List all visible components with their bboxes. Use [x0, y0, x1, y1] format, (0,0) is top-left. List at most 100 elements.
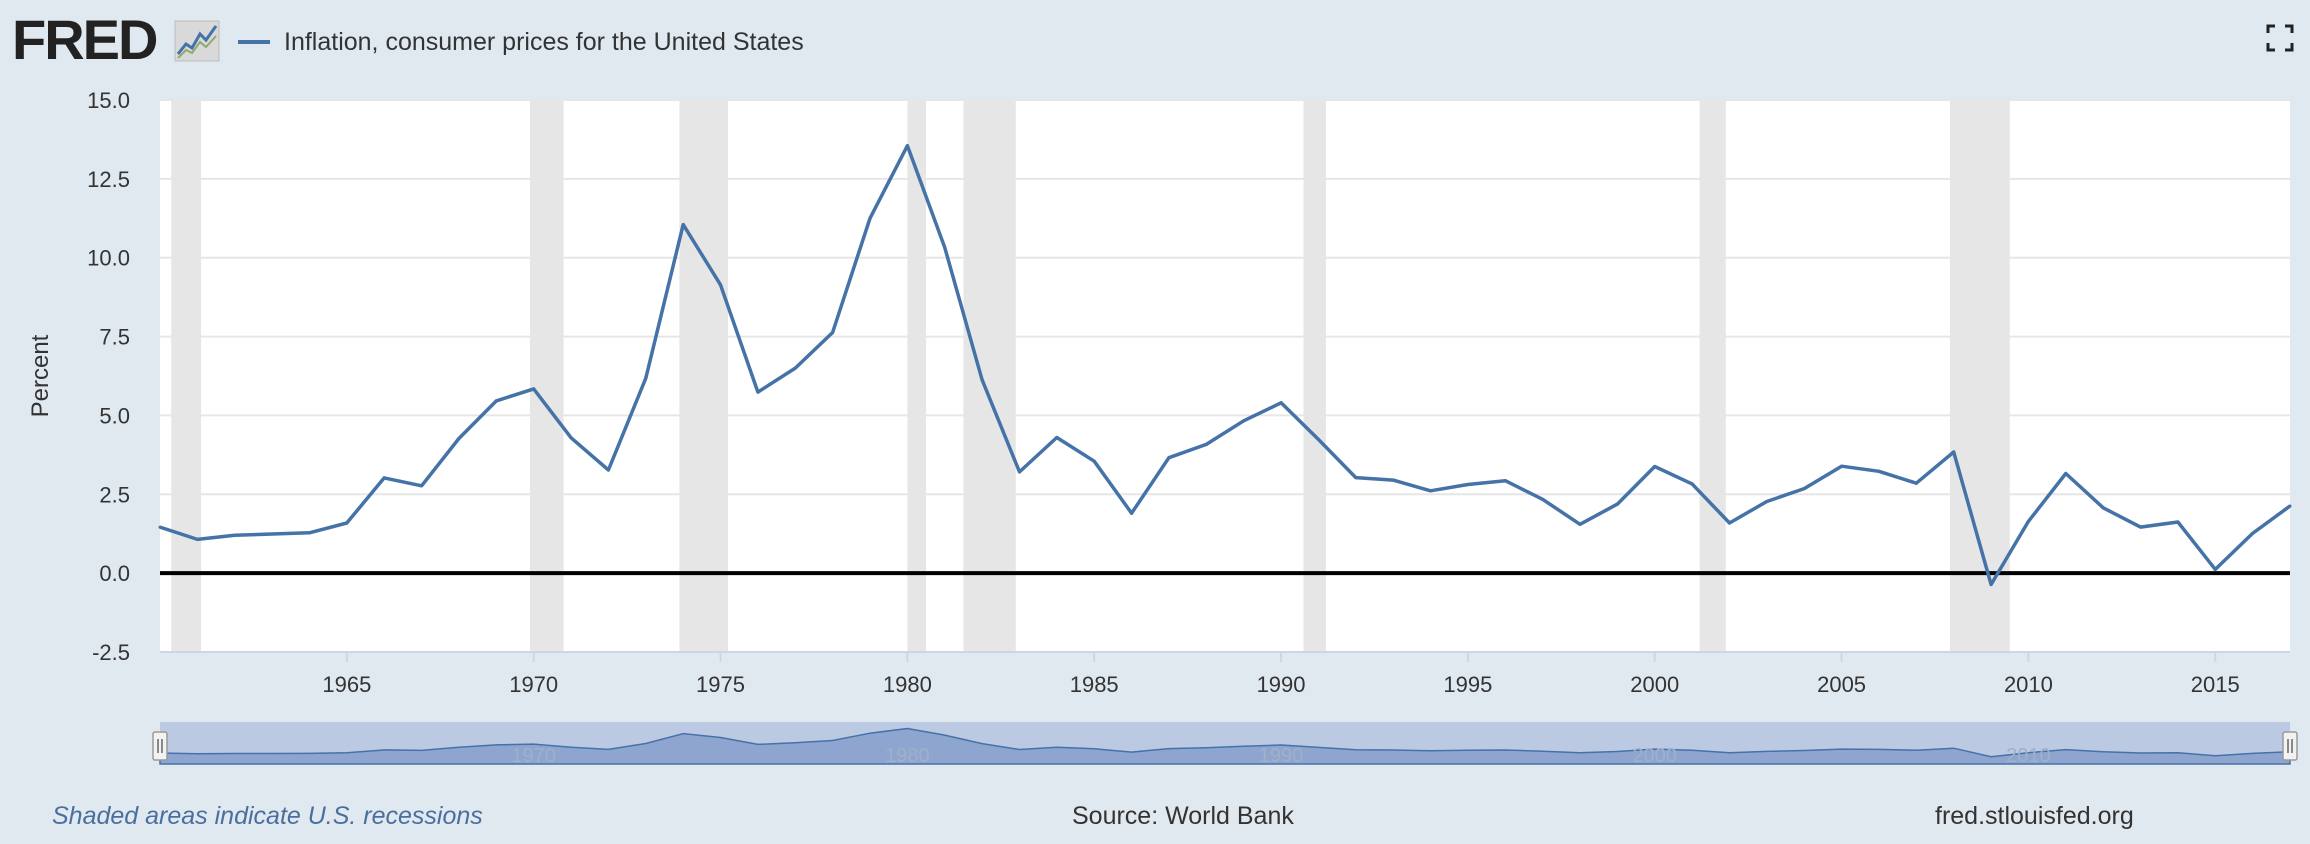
fred-logo[interactable]: FRED: [12, 8, 158, 71]
recession-band: [529, 100, 564, 652]
x-tick-label: 1975: [696, 672, 745, 697]
data-point: [1914, 481, 1918, 485]
recession-note: Shaded areas indicate U.S. recessions: [52, 802, 483, 830]
data-point: [793, 366, 797, 370]
plot-background: [160, 100, 2290, 652]
data-point: [719, 283, 723, 287]
y-tick-label: -2.5: [92, 640, 130, 665]
navigator-area: [159, 727, 2291, 765]
data-point: [532, 387, 536, 391]
data-point: [1541, 497, 1545, 501]
data-point: [1316, 437, 1320, 441]
navigator-handle-left[interactable]: [152, 731, 168, 761]
data-point: [2064, 471, 2068, 475]
data-point: [2176, 520, 2180, 524]
data-point: [1279, 401, 1283, 405]
data-point: [980, 378, 984, 382]
data-point: [943, 245, 947, 249]
data-point: [1765, 500, 1769, 504]
y-tick-label: 7.5: [99, 325, 130, 350]
data-point: [1055, 436, 1059, 440]
data-point: [905, 144, 909, 148]
data-point: [1429, 489, 1433, 493]
data-point: [2101, 506, 2105, 510]
data-point: [1802, 487, 1806, 491]
legend-swatch: [238, 40, 270, 44]
data-point: [2251, 531, 2255, 535]
y-tick-label: 2.5: [99, 482, 130, 507]
data-point: [1578, 522, 1582, 526]
recession-band: [963, 100, 1016, 652]
recession-band: [1949, 100, 2010, 652]
data-point: [606, 468, 610, 472]
site-link[interactable]: fred.stlouisfed.org: [1935, 802, 2134, 830]
data-point: [1167, 456, 1171, 460]
x-tick-label: 2010: [2004, 672, 2053, 697]
y-tick-label: 0.0: [99, 561, 130, 586]
x-tick-label: 2015: [2191, 672, 2240, 697]
data-point: [1690, 482, 1694, 486]
data-point: [831, 330, 835, 334]
data-point: [1092, 459, 1096, 463]
chart-header: FRED Inflation, consumer prices for the …: [0, 0, 2310, 80]
x-tick-label: 1970: [509, 672, 558, 697]
navigator-ticks: 1970 1980 1990 2000 2010: [511, 745, 2050, 767]
data-point: [1391, 478, 1395, 482]
data-point: [868, 216, 872, 220]
navigator-tick-label: 2000: [1632, 745, 1677, 767]
legend-label: Inflation, consumer prices for the Unite…: [284, 27, 804, 56]
navigator[interactable]: 1970 1980 1990 2000 2010: [152, 722, 2298, 767]
data-point: [1877, 469, 1881, 473]
data-point: [1130, 511, 1134, 515]
data-point: [494, 399, 498, 403]
recession-band: [171, 100, 202, 652]
recession-band: [1699, 100, 1726, 652]
data-point: [1727, 521, 1731, 525]
data-point: [1989, 582, 1993, 586]
data-point: [2139, 525, 2143, 529]
fullscreen-icon[interactable]: [2266, 24, 2294, 52]
x-tick-label: 1980: [883, 672, 932, 697]
data-point: [457, 436, 461, 440]
y-tick-label: 10.0: [87, 246, 130, 271]
x-tick-label: 2000: [1630, 672, 1679, 697]
recession-band: [1303, 100, 1326, 652]
x-axis-ticks: 1965 1970 1975 1980 1985 1990 1995 2000 2005 2010…: [322, 652, 2240, 697]
data-point: [420, 484, 424, 488]
data-point: [1354, 476, 1358, 480]
navigator-tick-label: 1980: [885, 745, 930, 767]
x-tick-label: 1990: [1257, 672, 1306, 697]
y-tick-label: 12.5: [87, 167, 130, 192]
data-point: [270, 532, 274, 536]
data-point: [382, 476, 386, 480]
y-axis-title: Percent: [27, 334, 54, 417]
data-point: [756, 390, 760, 394]
data-point: [1653, 465, 1657, 469]
data-point: [644, 376, 648, 380]
x-tick-label: 1965: [322, 672, 371, 697]
data-point: [1952, 450, 1956, 454]
data-point: [1503, 479, 1507, 483]
data-point: [1017, 470, 1021, 474]
y-tick-label: 5.0: [99, 403, 130, 428]
fred-chart-logo-icon: [174, 20, 220, 62]
recession-band: [679, 100, 728, 652]
data-point: [1466, 483, 1470, 487]
navigator-tick-label: 1970: [511, 745, 556, 767]
data-point: [195, 537, 199, 541]
data-point: [158, 525, 162, 529]
recession-shading: [171, 100, 2010, 652]
series-line: [159, 143, 2292, 587]
data-point: [1615, 502, 1619, 506]
navigator-tick-label: 2010: [2006, 745, 2051, 767]
navigator-tick-label: 1990: [1259, 745, 1304, 767]
navigator-handle-right[interactable]: [2282, 731, 2298, 761]
x-tick-label: 2005: [1817, 672, 1866, 697]
data-point: [2026, 519, 2030, 523]
data-point: [345, 521, 349, 525]
data-point: [681, 223, 685, 227]
chart-footer: Shaded areas indicate U.S. recessions So…: [0, 796, 2310, 840]
data-point: [569, 436, 573, 440]
x-tick-label: 1985: [1070, 672, 1119, 697]
chart-legend[interactable]: Inflation, consumer prices for the Unite…: [238, 22, 804, 62]
